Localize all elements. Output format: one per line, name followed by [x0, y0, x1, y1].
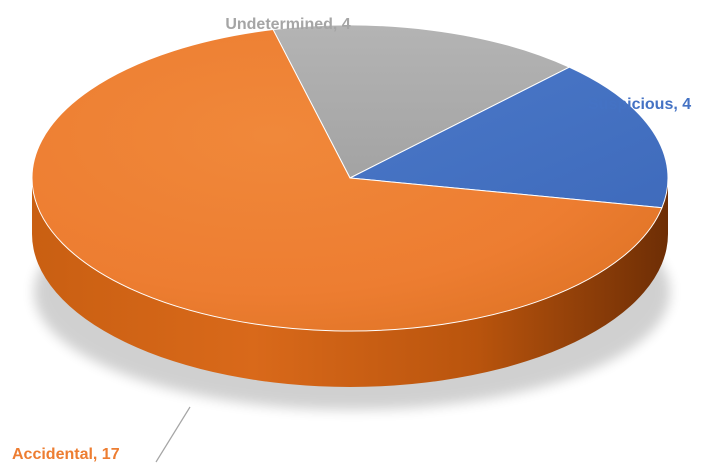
- pie-slices: [31, 24, 669, 332]
- slice-label-accidental: Accidental, 17: [12, 446, 120, 463]
- pie-labels: Undetermined, 4 Suspicious, 4 Accidental, …: [12, 16, 691, 463]
- slice-label-undetermined: Undetermined, 4: [225, 16, 350, 33]
- pie-side-wall: [32, 178, 668, 387]
- pie-slice-undetermined: [272, 24, 571, 179]
- accidental-leader-line: [155, 406, 191, 463]
- pie-slice-accidental: [31, 29, 663, 332]
- slice-label-suspicious: Suspicious, 4: [588, 96, 691, 113]
- pie-slice-suspicious: [348, 66, 669, 209]
